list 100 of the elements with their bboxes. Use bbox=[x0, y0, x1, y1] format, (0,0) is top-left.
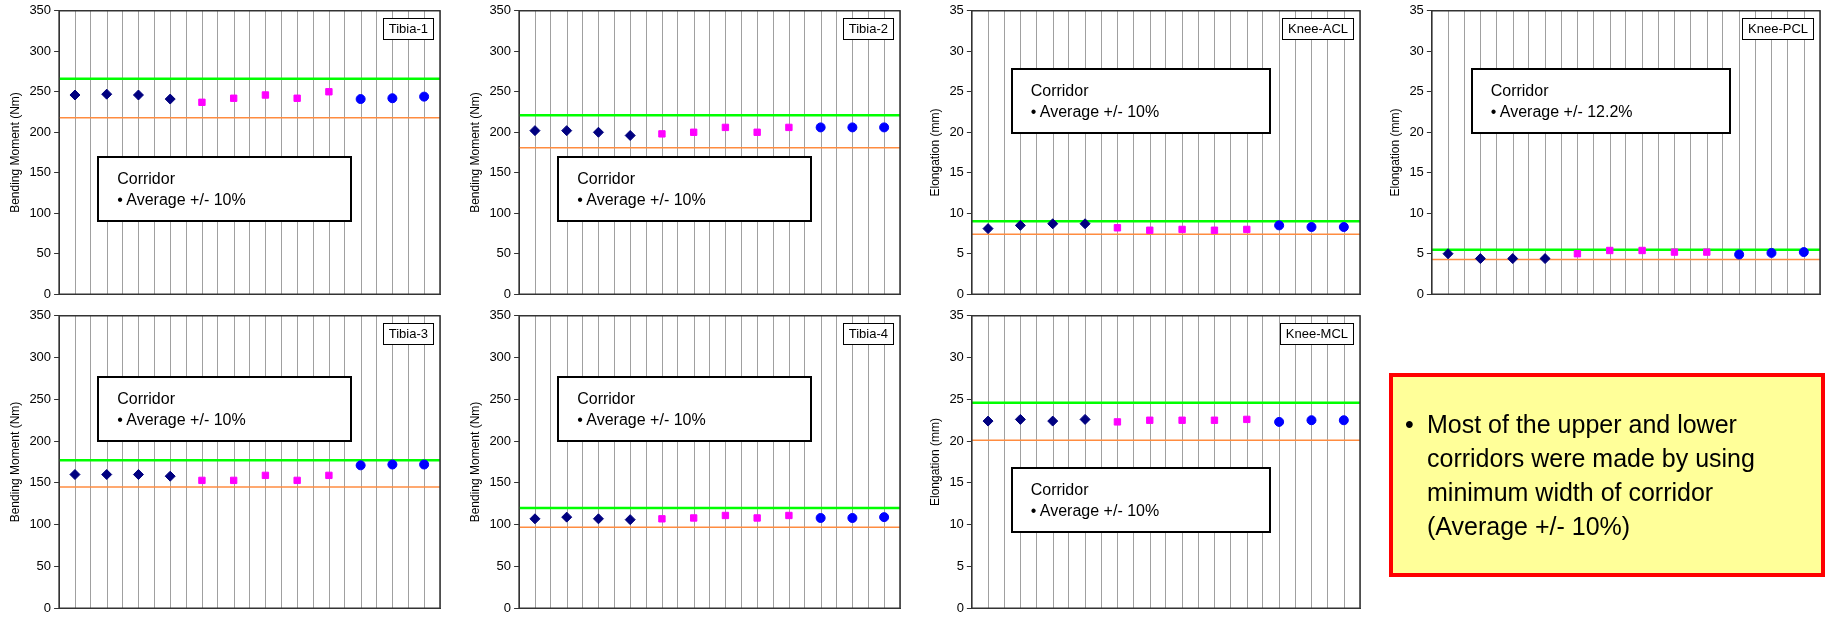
y-tick-label: 300 bbox=[29, 349, 52, 365]
point bbox=[229, 476, 238, 485]
y-tick-label: 100 bbox=[489, 516, 512, 532]
y-axis-title: Elongation (mm) bbox=[927, 108, 942, 197]
annotation: Corridor bbox=[577, 389, 636, 410]
text: Tibia-4 bbox=[842, 322, 894, 345]
annotation: • Average +/- 10% bbox=[117, 190, 247, 211]
text: Knee-ACL bbox=[1282, 17, 1354, 40]
point bbox=[355, 460, 366, 471]
point bbox=[132, 89, 144, 101]
y-tick-label: 10 bbox=[949, 516, 964, 532]
point bbox=[261, 91, 270, 99]
point bbox=[721, 123, 730, 132]
y-tick-label: 5 bbox=[1416, 245, 1424, 261]
point bbox=[387, 459, 398, 470]
point bbox=[325, 88, 333, 96]
y-tick-label: 0 bbox=[956, 599, 964, 615]
y-tick-label: 300 bbox=[489, 349, 512, 365]
y-tick-label: 20 bbox=[1409, 123, 1424, 139]
y-tick-label: 250 bbox=[29, 83, 52, 99]
point bbox=[198, 98, 206, 106]
point bbox=[879, 122, 890, 133]
annotation: Corridor bbox=[577, 169, 636, 190]
y-tick-label: 100 bbox=[489, 204, 512, 220]
annotation: Corridor bbox=[1030, 480, 1090, 500]
point bbox=[69, 89, 81, 101]
y-tick-label: 25 bbox=[949, 83, 964, 99]
point bbox=[229, 94, 238, 102]
note-box: Corridor • Average +/- 10% bbox=[97, 156, 353, 223]
y-tick-label: 35 bbox=[949, 307, 964, 323]
text: Knee-MCL bbox=[1279, 322, 1354, 345]
y-tick-label: 50 bbox=[496, 245, 512, 261]
y-axis-title: Bending Moment (Nm) bbox=[7, 401, 22, 523]
text: Knee-PCL bbox=[1742, 17, 1814, 40]
point bbox=[164, 470, 176, 482]
y-tick-label: 30 bbox=[1409, 42, 1424, 58]
y-tick-label: 300 bbox=[489, 42, 512, 58]
y-tick-label: 5 bbox=[956, 558, 964, 574]
y-tick-label: 20 bbox=[949, 432, 964, 448]
point bbox=[419, 459, 430, 470]
y-tick-label: 0 bbox=[956, 285, 964, 301]
point bbox=[387, 93, 398, 104]
y-tick-label: 15 bbox=[949, 474, 964, 490]
point bbox=[198, 476, 206, 485]
annotation: Corridor bbox=[1490, 81, 1550, 102]
point bbox=[753, 128, 761, 136]
note-box: Corridor • Average +/- 10% bbox=[1010, 68, 1271, 135]
point bbox=[529, 125, 541, 137]
annotation: • Average +/- 10% bbox=[117, 410, 247, 431]
annotation: • Average +/- 10% bbox=[1030, 501, 1161, 521]
y-tick-label: 20 bbox=[949, 123, 964, 139]
y-tick-label: 300 bbox=[29, 42, 52, 58]
y-tick-label: 25 bbox=[949, 390, 964, 406]
y-tick-label: 200 bbox=[489, 123, 512, 139]
y-tick-label: 350 bbox=[29, 307, 52, 323]
point bbox=[293, 476, 301, 485]
point bbox=[624, 130, 636, 141]
y-tick-label: 350 bbox=[29, 2, 52, 18]
note-box: Corridor • Average +/- 10% bbox=[97, 376, 353, 443]
y-tick-label: 200 bbox=[489, 432, 512, 448]
text: • bbox=[1405, 409, 1415, 440]
y-tick-label: 30 bbox=[949, 349, 964, 365]
y-tick-label: 10 bbox=[1409, 204, 1424, 220]
y-tick-label: 150 bbox=[489, 474, 512, 490]
point bbox=[847, 122, 858, 133]
annotation: • Average +/- 10% bbox=[1030, 102, 1161, 123]
y-tick-label: 100 bbox=[29, 204, 52, 220]
y-tick-label: 50 bbox=[496, 558, 512, 574]
y-axis-title: Bending Moment (Nm) bbox=[467, 92, 482, 213]
y-tick-label: 200 bbox=[29, 432, 52, 448]
annotation: Corridor bbox=[1030, 81, 1090, 102]
y-tick-label: 250 bbox=[489, 390, 512, 406]
y-axis-title: Bending Moment (Nm) bbox=[467, 401, 482, 523]
annotation: Corridor bbox=[117, 169, 176, 190]
y-tick-label: 50 bbox=[36, 245, 52, 261]
y-tick-label: 100 bbox=[29, 516, 52, 532]
y-axis-title: Bending Moment (Nm) bbox=[7, 92, 22, 213]
y-tick-label: 0 bbox=[1416, 285, 1424, 301]
y-tick-label: 350 bbox=[489, 307, 512, 323]
y-tick-label: 150 bbox=[489, 164, 512, 180]
point bbox=[658, 130, 666, 138]
y-tick-label: 30 bbox=[949, 42, 964, 58]
y-tick-label: 350 bbox=[489, 2, 512, 18]
y-tick-label: 5 bbox=[956, 245, 964, 261]
y-tick-label: 0 bbox=[43, 599, 52, 615]
point bbox=[785, 123, 793, 132]
text: Tibia-3 bbox=[382, 322, 434, 345]
annotation: • Average +/- 12.2% bbox=[1490, 102, 1634, 123]
y-tick-label: 50 bbox=[36, 558, 52, 574]
text: Tibia-1 bbox=[382, 17, 434, 40]
point bbox=[101, 88, 113, 100]
text: Most of the upper and lower corridors were made by using minimum width of corridor (Average +/- 10%) bbox=[1427, 410, 1755, 540]
y-tick-label: 15 bbox=[949, 164, 964, 180]
point bbox=[689, 128, 698, 136]
point bbox=[101, 469, 113, 481]
y-tick-label: 250 bbox=[29, 390, 52, 406]
y-tick-label: 150 bbox=[29, 474, 52, 490]
y-tick-label: 35 bbox=[1409, 2, 1424, 18]
point bbox=[261, 471, 270, 480]
point bbox=[355, 94, 366, 105]
